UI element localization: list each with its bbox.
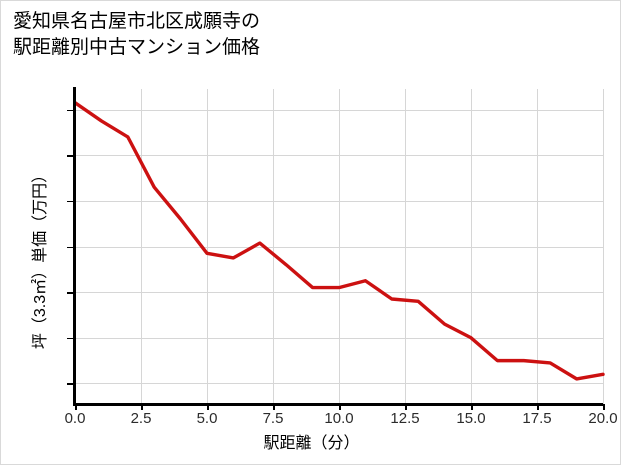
x-tick-mark	[207, 404, 209, 410]
gridline-x	[207, 89, 208, 404]
gridline-x	[537, 89, 538, 404]
x-tick-mark	[603, 404, 605, 410]
x-axis-label: 駅距離（分）	[263, 435, 360, 452]
x-tick-mark	[405, 404, 407, 410]
x-tick-mark	[75, 404, 77, 410]
y-tick-mark	[67, 337, 73, 340]
y-axis-spine	[73, 87, 76, 406]
y-tick-mark	[67, 109, 73, 112]
x-tick-mark	[273, 404, 275, 410]
x-tick-label: 17.5	[522, 410, 552, 427]
x-tick-label: 12.5	[390, 410, 420, 427]
x-tick-label: 20.0	[588, 410, 618, 427]
x-tick-label: 10.0	[324, 410, 354, 427]
gridline-x	[141, 89, 142, 404]
plot-area	[73, 89, 605, 404]
x-tick-mark	[141, 404, 143, 410]
x-tick-mark	[339, 404, 341, 410]
gridline-x	[339, 89, 340, 404]
y-tick-mark	[67, 383, 73, 385]
gridline-x	[405, 89, 406, 404]
x-tick-mark	[471, 404, 473, 410]
gridline-x	[273, 89, 274, 404]
y-axis-label: 坪（3.3㎡）単価（万円）	[32, 166, 49, 350]
y-tick-mark	[67, 155, 73, 157]
x-tick-label: 0.0	[64, 410, 86, 427]
data-series-line	[73, 100, 605, 381]
gridline-x	[603, 89, 604, 404]
x-tick-label: 7.5	[262, 410, 284, 427]
x-axis-spine	[73, 403, 603, 406]
y-tick-mark	[67, 200, 73, 203]
gridline-x	[471, 89, 472, 404]
y-tick-mark	[67, 292, 73, 294]
x-tick-label: 15.0	[456, 410, 486, 427]
x-tick-label: 5.0	[196, 410, 218, 427]
x-tick-label: 2.5	[130, 410, 152, 427]
chart-title: 愛知県名古屋市北区成願寺の 駅距離別中古マンション価格	[13, 11, 261, 58]
y-tick-mark	[67, 246, 73, 248]
x-tick-mark	[537, 404, 539, 410]
